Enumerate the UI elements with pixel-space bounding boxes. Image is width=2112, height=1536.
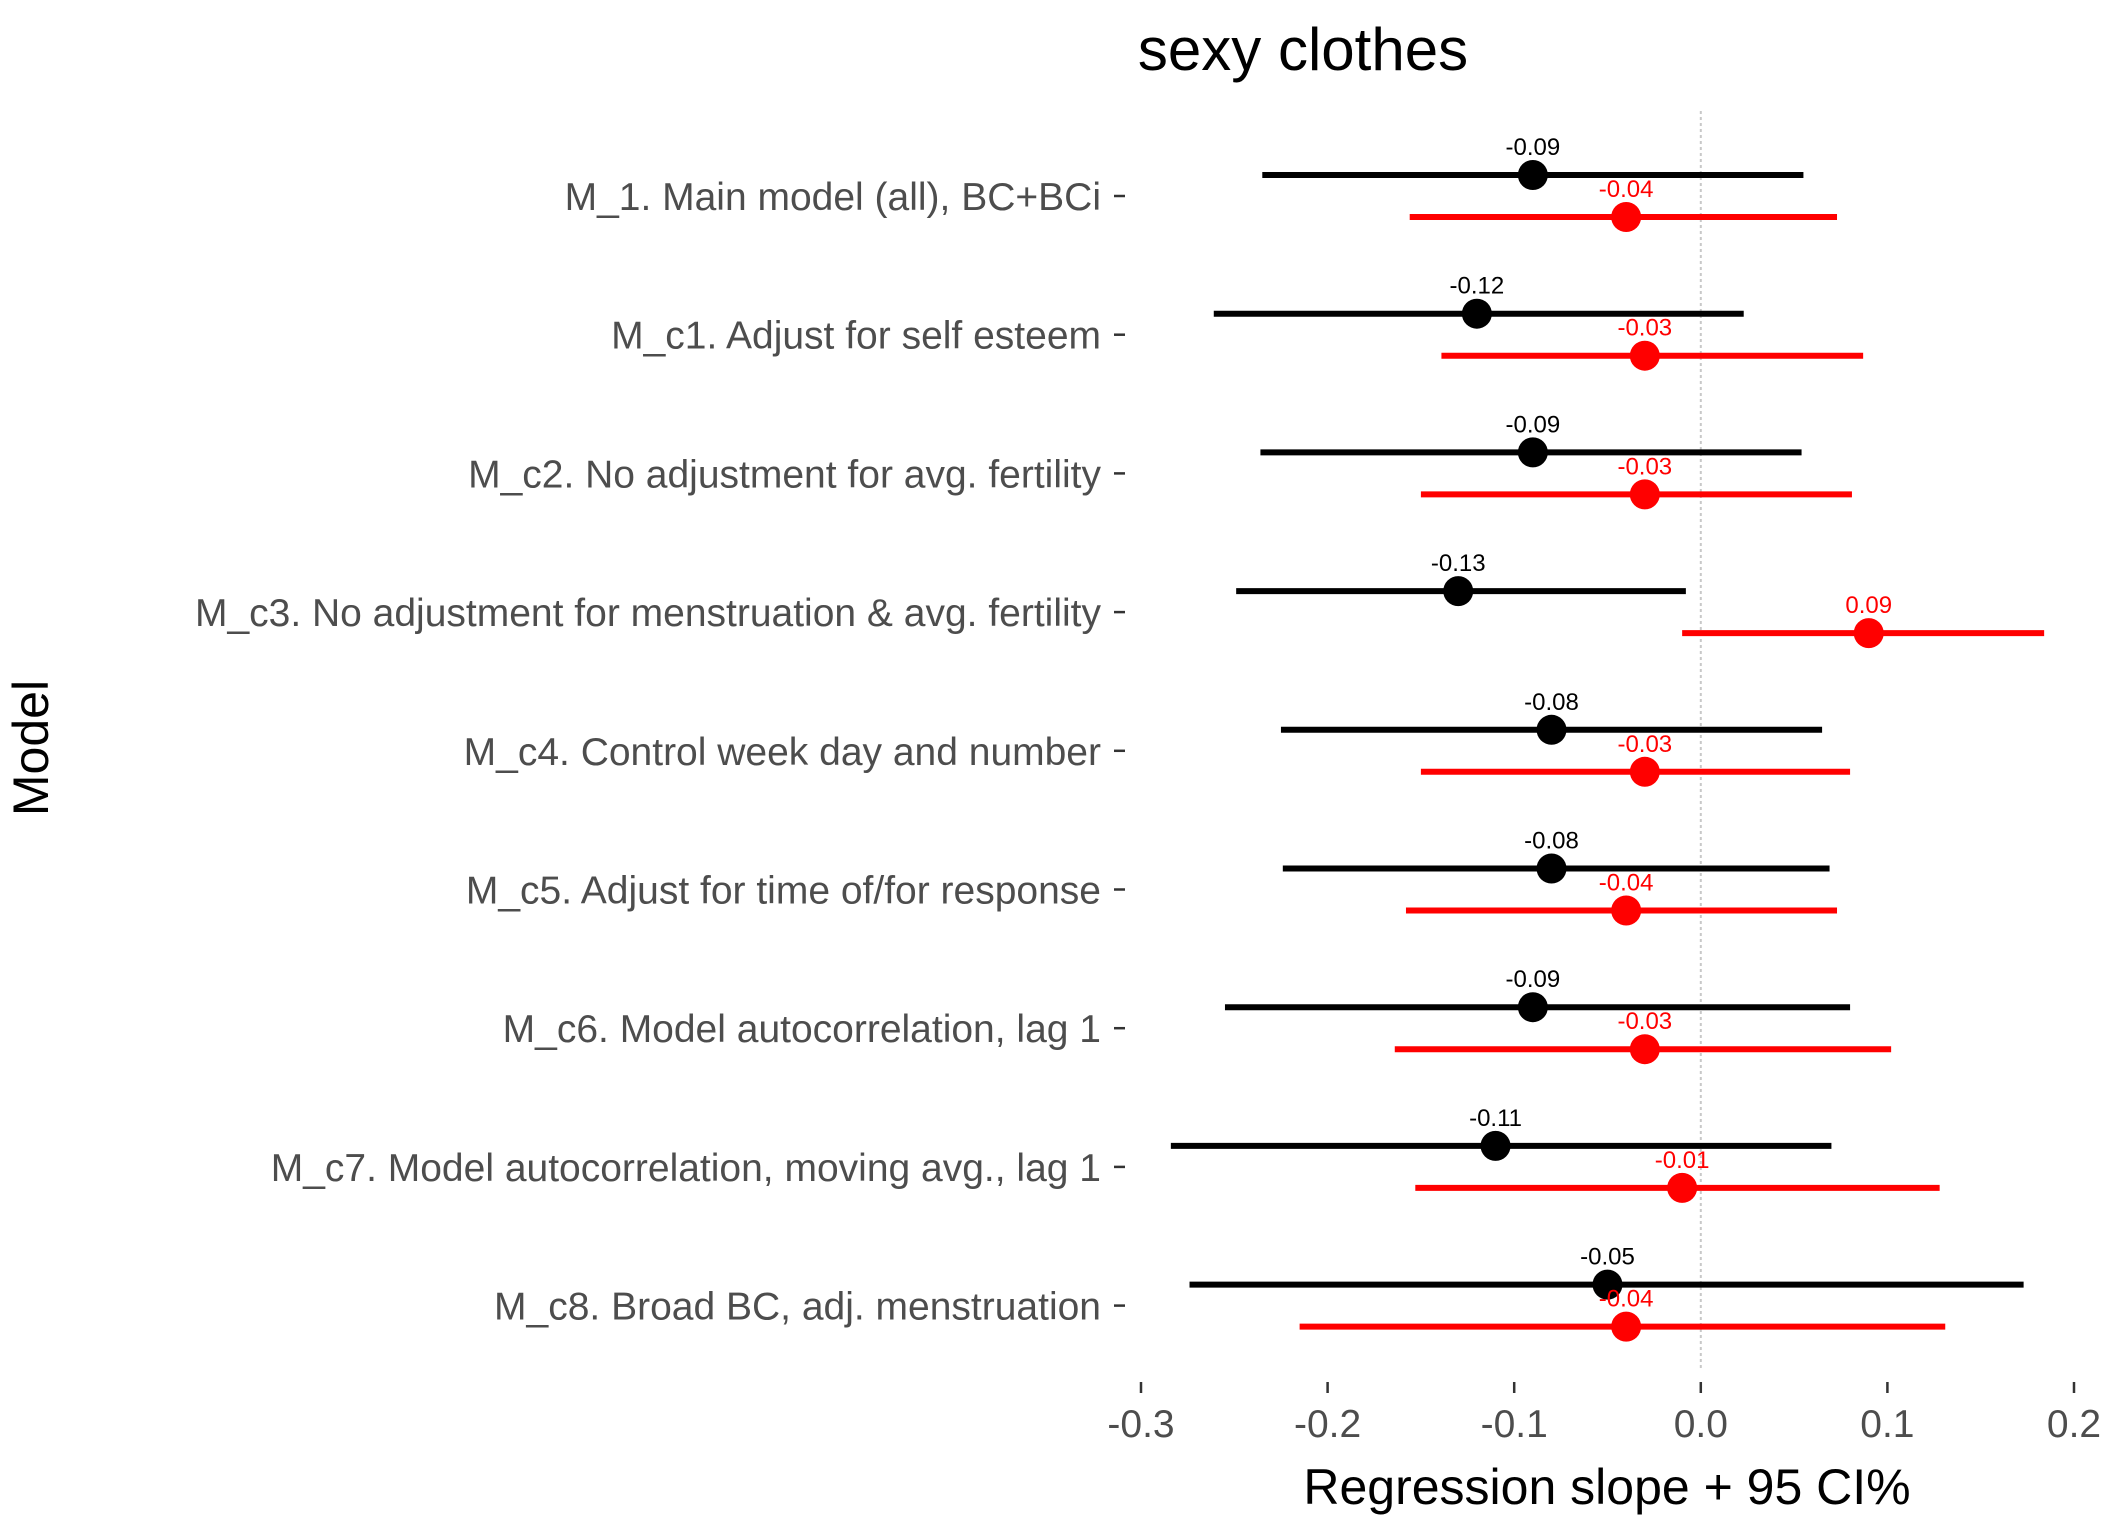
y-tick-label: M_c2. No adjustment for avg. fertility — [468, 453, 1101, 496]
y-tick-label: M_c3. No adjustment for menstruation & a… — [195, 592, 1102, 635]
estimate-point — [1629, 340, 1660, 371]
estimate-label: -0.11 — [1469, 1105, 1522, 1132]
y-tick-label: M_c4. Control week day and number — [464, 731, 1101, 774]
y-tick-label: M_1. Main model (all), BC+BCi — [565, 176, 1101, 219]
estimate-label: -0.09 — [1506, 966, 1561, 993]
estimate-point — [1443, 576, 1474, 607]
estimate-label: -0.09 — [1506, 134, 1561, 161]
x-axis-title: Regression slope + 95 CI% — [1303, 1459, 1910, 1515]
estimate-point — [1629, 479, 1660, 510]
estimate-label: -0.03 — [1617, 1008, 1672, 1035]
y-tick-label: M_c8. Broad BC, adj. menstruation — [494, 1286, 1101, 1329]
estimate-point — [1592, 1269, 1623, 1300]
estimate-point — [1853, 618, 1884, 649]
estimate-point — [1536, 714, 1567, 745]
estimate-label: -0.13 — [1431, 550, 1486, 577]
estimate-point — [1517, 160, 1548, 190]
estimate-label: -0.09 — [1506, 411, 1561, 438]
estimate-point — [1480, 1130, 1511, 1161]
estimate-label: -0.04 — [1599, 870, 1654, 897]
estimate-label: -0.05 — [1580, 1244, 1635, 1271]
estimate-point — [1667, 1172, 1698, 1203]
estimate-label: -0.03 — [1617, 731, 1672, 758]
estimate-point — [1517, 437, 1548, 468]
estimate-label: -0.01 — [1655, 1147, 1710, 1174]
x-tick-label: -0.2 — [1294, 1403, 1361, 1446]
estimate-point — [1536, 853, 1567, 884]
x-tick-label: 0.0 — [1674, 1403, 1728, 1446]
y-tick-label: M_c1. Adjust for self esteem — [611, 315, 1101, 358]
estimate-point — [1629, 1034, 1660, 1065]
estimate-point — [1611, 1311, 1642, 1342]
estimate-point — [1611, 202, 1642, 232]
estimate-label: -0.03 — [1617, 315, 1672, 342]
estimate-label: 0.09 — [1845, 592, 1892, 619]
estimate-label: -0.08 — [1524, 828, 1579, 855]
estimate-label: -0.04 — [1599, 1286, 1654, 1313]
y-axis-title: Model — [3, 680, 59, 816]
y-tick-label: M_c7. Model autocorrelation, moving avg.… — [271, 1147, 1101, 1190]
estimate-point — [1461, 298, 1492, 329]
estimate-label: -0.03 — [1617, 453, 1672, 480]
y-tick-label: M_c5. Adjust for time of/for response — [466, 870, 1101, 913]
chart-title: sexy clothes — [1138, 16, 1468, 83]
x-tick-label: -0.3 — [1107, 1403, 1174, 1446]
x-tick-label: -0.1 — [1481, 1403, 1548, 1446]
estimate-label: -0.08 — [1524, 689, 1579, 716]
y-tick-label: M_c6. Model autocorrelation, lag 1 — [503, 1008, 1101, 1051]
estimate-point — [1611, 895, 1642, 926]
x-tick-label: 0.2 — [2047, 1403, 2101, 1446]
estimate-label: -0.12 — [1450, 273, 1505, 300]
plot-area: -0.3 -0.2 -0.1 0.0 0.1 0.2 M_1. Main model (al… — [195, 111, 2101, 1446]
estimate-point — [1629, 756, 1660, 787]
x-tick-label: 0.1 — [1860, 1403, 1914, 1446]
estimate-point — [1517, 992, 1548, 1023]
estimate-label: -0.04 — [1599, 176, 1654, 203]
